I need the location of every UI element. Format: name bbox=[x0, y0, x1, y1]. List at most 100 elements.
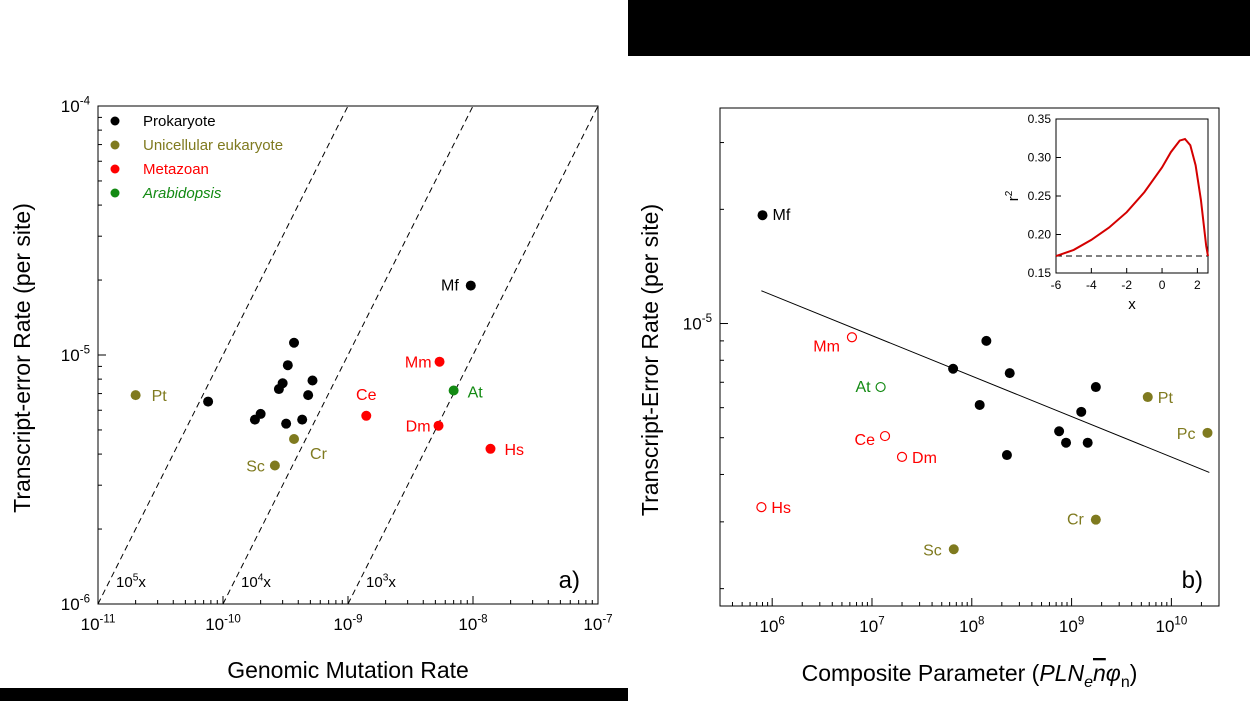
y-tick-label: 10-6 bbox=[61, 593, 90, 614]
panel-a: 105x 104x 103x 10-11 10-10 10-9 10-8 10-7 10-6 10… bbox=[9, 95, 613, 683]
point-label: Dm bbox=[406, 419, 431, 436]
point-label: Pc bbox=[1177, 426, 1196, 443]
y-axis-title: Transcript-error Rate (per site) bbox=[9, 203, 35, 513]
panel-label: b) bbox=[1182, 567, 1203, 594]
inset: -6 -4 -2 0 2 0.15 0.20 0.25 0.30 0.35 x r2 bbox=[1004, 112, 1209, 313]
inset-y-tick-label: 0.20 bbox=[1028, 228, 1052, 242]
data-point bbox=[203, 396, 214, 407]
inset-x-tick-label: -6 bbox=[1051, 278, 1062, 292]
data-point bbox=[1090, 514, 1101, 525]
y-tick-label: 10-5 bbox=[61, 344, 90, 365]
data-point bbox=[981, 335, 992, 346]
point-label: Dm bbox=[912, 450, 937, 467]
data-point bbox=[1142, 392, 1153, 403]
data-point bbox=[361, 410, 372, 421]
data-point bbox=[1202, 427, 1213, 438]
data-point bbox=[948, 363, 959, 374]
x-axis-title: Genomic Mutation Rate bbox=[227, 657, 469, 683]
legend-marker bbox=[110, 116, 120, 126]
ratio-line bbox=[347, 106, 598, 604]
y-tick-label: 10-5 bbox=[683, 313, 712, 334]
point-label: Cr bbox=[1067, 512, 1085, 529]
x-axis-title: Composite Parameter (PLNenφn) bbox=[802, 660, 1138, 691]
data-point bbox=[1082, 437, 1093, 448]
ratio-line-label: 104x bbox=[241, 572, 271, 591]
data-point bbox=[433, 420, 444, 431]
plot-frame bbox=[97, 105, 599, 605]
inset-y-title: r2 bbox=[1004, 190, 1022, 201]
x-tick-label: 10-7 bbox=[583, 613, 612, 634]
data-point bbox=[465, 280, 476, 291]
point-label: Cr bbox=[310, 446, 328, 463]
data-point bbox=[757, 210, 768, 221]
legend-label: Unicellular eukaryote bbox=[143, 137, 283, 154]
data-point bbox=[434, 356, 445, 367]
data-point bbox=[289, 337, 300, 348]
data-point bbox=[277, 378, 288, 389]
x-tick-label: 10-8 bbox=[458, 613, 487, 634]
data-point bbox=[297, 414, 308, 425]
point-label: Ce bbox=[855, 432, 876, 449]
point-label: Pt bbox=[1158, 390, 1174, 407]
legend-marker bbox=[110, 164, 120, 174]
data-point bbox=[281, 418, 292, 429]
data-point bbox=[307, 375, 318, 386]
ratio-line-label: 105x bbox=[116, 572, 146, 591]
data-point bbox=[756, 502, 767, 513]
data-point bbox=[269, 460, 280, 471]
inset-x-tick-label: -4 bbox=[1086, 278, 1097, 292]
data-point bbox=[896, 451, 908, 463]
x-tick-label: 10-9 bbox=[333, 613, 362, 634]
y-tick-label: 10-4 bbox=[61, 95, 91, 116]
data-point bbox=[1090, 382, 1101, 393]
point-label: Mf bbox=[441, 278, 459, 295]
x-tick-label: 10-10 bbox=[205, 613, 241, 634]
point-label: At bbox=[468, 385, 484, 402]
legend-label: Metazoan bbox=[143, 161, 209, 178]
inset-x-tick-label: -2 bbox=[1121, 278, 1132, 292]
ratio-line bbox=[98, 106, 349, 604]
fit-line bbox=[761, 290, 1210, 473]
point-label: Mf bbox=[773, 207, 791, 224]
legend-marker bbox=[110, 140, 120, 150]
data-point bbox=[289, 433, 300, 444]
data-point bbox=[1061, 437, 1072, 448]
data-point bbox=[1054, 426, 1065, 437]
y-axis-title: Transcript-Error Rate (per site) bbox=[637, 204, 663, 516]
inset-y-tick-label: 0.30 bbox=[1028, 151, 1052, 165]
x-tick-label: 1010 bbox=[1156, 615, 1188, 636]
legend-label: Arabidopsis bbox=[142, 185, 222, 202]
data-point bbox=[879, 430, 891, 442]
legend-marker bbox=[110, 188, 120, 198]
data-point bbox=[448, 385, 459, 396]
data-point bbox=[303, 390, 314, 401]
panel-label: a) bbox=[559, 567, 580, 594]
x-tick-label: 10-11 bbox=[81, 613, 116, 634]
inset-y-tick-label: 0.35 bbox=[1028, 112, 1052, 126]
legend-label: Prokaryote bbox=[143, 113, 216, 130]
data-point bbox=[1004, 368, 1015, 379]
point-label: Hs bbox=[504, 442, 524, 459]
data-point bbox=[846, 332, 858, 343]
inset-y-tick-label: 0.15 bbox=[1028, 266, 1052, 280]
x-tick-label: 107 bbox=[859, 615, 884, 636]
x-tick-label: 108 bbox=[959, 615, 984, 636]
point-label: Sc bbox=[923, 542, 942, 559]
point-label: Pt bbox=[152, 388, 168, 405]
data-point bbox=[948, 544, 959, 555]
data-point bbox=[1001, 450, 1012, 461]
bottom-left-black-bar bbox=[0, 688, 628, 701]
top-right-black-bar bbox=[628, 0, 1250, 56]
inset-curve bbox=[1055, 137, 1209, 258]
ratio-line bbox=[222, 106, 474, 604]
point-label: Mm bbox=[813, 338, 840, 355]
point-label: Sc bbox=[246, 458, 265, 475]
inset-frame bbox=[1055, 118, 1209, 274]
x-tick-label: 106 bbox=[760, 615, 785, 636]
data-point bbox=[130, 390, 141, 401]
x-tick-label: 109 bbox=[1059, 615, 1084, 636]
data-point bbox=[875, 381, 886, 393]
data-point bbox=[1076, 406, 1087, 417]
inset-x-title: x bbox=[1128, 296, 1136, 313]
